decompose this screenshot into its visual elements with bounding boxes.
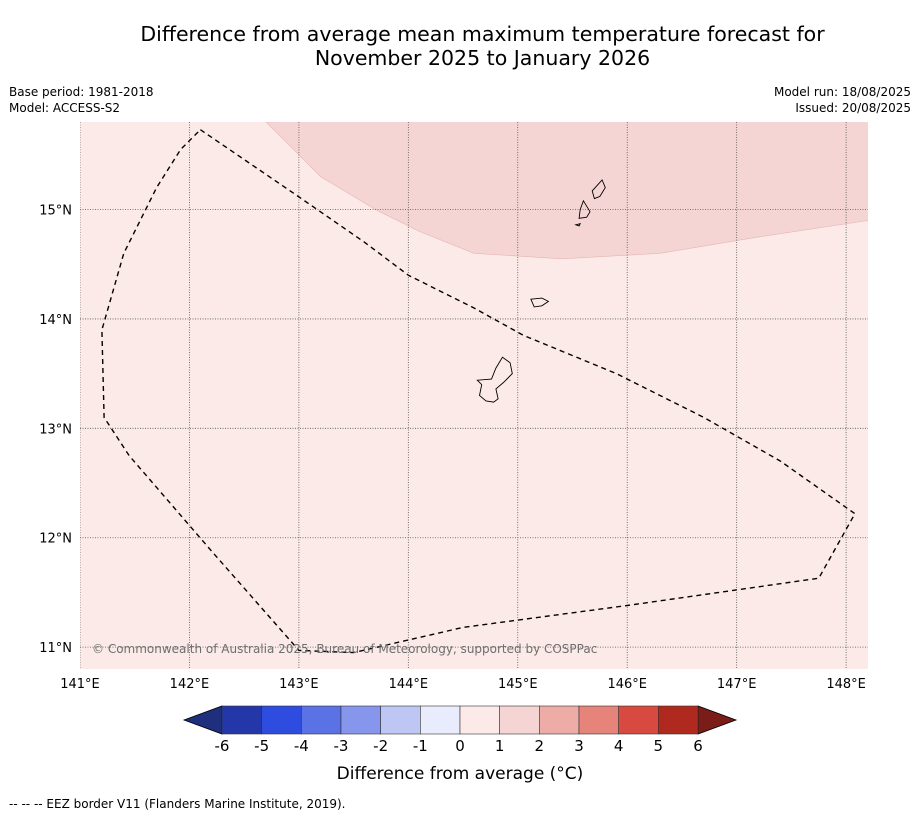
model-run: Model run: 18/08/2025 xyxy=(773,85,911,99)
colorbar-tick-label: -2 xyxy=(373,737,388,755)
colorbar: -6 -5 -4 -3 -2 -1 0 1 2 3 4 5 6 xyxy=(182,705,738,755)
graticule xyxy=(80,122,868,669)
colorbar-tick-label: -3 xyxy=(334,737,349,755)
eez-border-line xyxy=(101,129,856,654)
model-name: Model: ACCESS-S2 xyxy=(9,101,121,115)
colorbar-tick-label: -4 xyxy=(294,737,309,755)
copyright-notice: © Commonwealth of Australia 2025, Bureau… xyxy=(92,642,597,656)
colorbar-over-arrow xyxy=(697,705,738,735)
colorbar-tick-label: 0 xyxy=(455,737,465,755)
lon-tick-label: 147°E xyxy=(717,677,757,692)
lat-tick-label: 15°N xyxy=(39,204,72,219)
colorbar-swatch xyxy=(340,705,381,735)
colorbar-tick-label: 5 xyxy=(654,737,664,755)
lon-tick-label: 141°E xyxy=(60,677,100,692)
colorbar-swatch xyxy=(618,705,659,735)
lon-tick-label: 142°E xyxy=(170,677,210,692)
colorbar-tick-label: 1 xyxy=(495,737,505,755)
lat-tick-label: 11°N xyxy=(39,641,72,656)
axis-ticks: 141°E 142°E 143°E 144°E 145°E 146°E 147°E 148°E… xyxy=(39,204,866,692)
map-layer xyxy=(80,122,868,669)
islands xyxy=(476,179,606,403)
island-tinian xyxy=(578,199,591,219)
title-line-2: November 2025 to January 2026 xyxy=(314,46,651,70)
issued-date: Issued: 20/08/2025 xyxy=(795,101,911,115)
lon-tick-label: 143°E xyxy=(279,677,319,692)
map-title: Difference from average mean maximum tem… xyxy=(0,22,919,70)
eez-footnote: -- -- -- EEZ border V11 (Flanders Marine… xyxy=(9,797,346,811)
colorbar-tick-label: -1 xyxy=(413,737,428,755)
colorbar-swatch xyxy=(539,705,580,735)
colorbar-swatch xyxy=(459,705,500,735)
meta-right: Model run: 18/08/2025 Issued: 20/08/2025 xyxy=(774,84,911,116)
colorbar-tick-label: 4 xyxy=(614,737,624,755)
island-saipan xyxy=(591,179,606,200)
warm-anomaly-zone xyxy=(265,122,868,260)
lon-tick-label: 145°E xyxy=(498,677,538,692)
lon-tick-label: 146°E xyxy=(607,677,647,692)
colorbar-tick-label: 6 xyxy=(693,737,703,755)
colorbar-swatch xyxy=(301,705,342,735)
base-period: Base period: 1981-2018 xyxy=(9,85,154,99)
colorbar-tick-label: 2 xyxy=(535,737,545,755)
title-line-1: Difference from average mean maximum tem… xyxy=(140,22,825,46)
lon-tick-label: 148°E xyxy=(826,677,866,692)
colorbar-swatch xyxy=(261,705,302,735)
colorbar-swatch xyxy=(380,705,421,735)
lat-tick-label: 12°N xyxy=(39,532,72,547)
colorbar-tick-label: -5 xyxy=(254,737,269,755)
colorbar-swatch xyxy=(658,705,699,735)
colorbar-tick-label: -6 xyxy=(215,737,230,755)
colorbar-under-arrow xyxy=(182,705,223,735)
colorbar-swatch xyxy=(499,705,540,735)
island-aguijan xyxy=(574,223,582,227)
lat-tick-label: 14°N xyxy=(39,313,72,328)
meta-left: Base period: 1981-2018 Model: ACCESS-S2 xyxy=(9,84,154,116)
colorbar-swatch xyxy=(221,705,262,735)
island-guam xyxy=(476,356,513,403)
colorbar-swatch xyxy=(578,705,619,735)
colorbar-swatch xyxy=(420,705,461,735)
island-rota xyxy=(530,297,550,308)
colorbar-tick-label: 3 xyxy=(574,737,584,755)
lon-tick-label: 144°E xyxy=(389,677,429,692)
lat-tick-label: 13°N xyxy=(39,422,72,437)
colorbar-label: Difference from average (°C) xyxy=(336,764,584,784)
